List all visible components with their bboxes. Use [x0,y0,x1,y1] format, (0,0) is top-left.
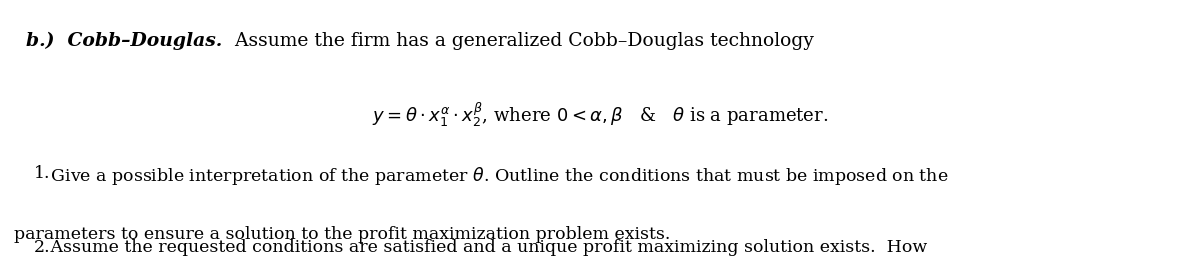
Text: b.)  Cobb–Douglas.: b.) Cobb–Douglas. [26,32,223,50]
Text: Give a possible interpretation of the parameter $\theta$. Outline the conditions: Give a possible interpretation of the pa… [34,165,948,187]
Text: Assume the requested conditions are satisfied and a unique profit maximizing sol: Assume the requested conditions are sati… [34,239,926,256]
Text: parameters to ensure a solution to the profit maximization problem exists.: parameters to ensure a solution to the p… [14,226,671,243]
Text: Assume the firm has a generalized Cobb–Douglas technology: Assume the firm has a generalized Cobb–D… [223,32,814,50]
Text: 2.: 2. [34,239,50,256]
Text: 1.: 1. [34,165,50,182]
Text: $y = \theta \cdot x_1^{\alpha} \cdot x_2^{\beta}$, where $0 < \alpha, \beta$   &: $y = \theta \cdot x_1^{\alpha} \cdot x_2… [372,101,828,130]
